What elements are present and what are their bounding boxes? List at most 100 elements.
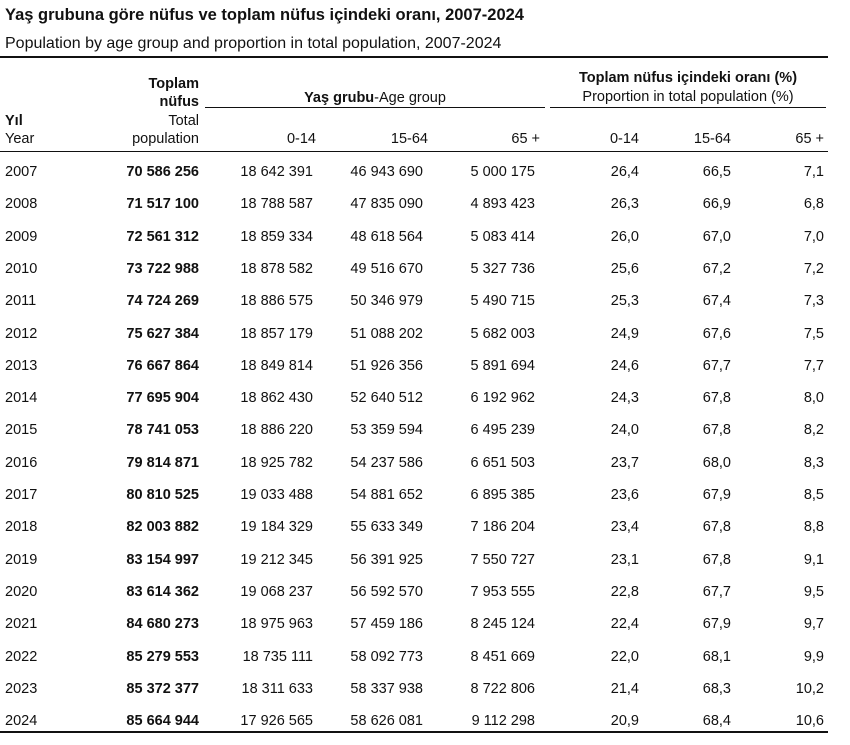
cell-age-0-14: 19 033 488 — [240, 487, 313, 503]
cell-year: 2013 — [5, 357, 38, 374]
cell-age-0-14: 17 926 565 — [240, 713, 313, 730]
cell-age-0-14: 18 642 391 — [240, 164, 313, 180]
cell-prop-15-64: 66,9 — [702, 196, 731, 213]
cell-age-15-64: 50 346 979 — [350, 293, 423, 310]
table-row: 2018 82 003 882 19 184 329 55 633 349 7 186 … — [0, 519, 850, 551]
cell-prop-65: 9,1 — [803, 551, 824, 568]
cell-prop-65: 8,3 — [803, 454, 824, 471]
cell-prop-15-64: 67,7 — [702, 357, 731, 374]
cell-prop-65: 7,7 — [803, 357, 824, 374]
cell-prop-65: 6,8 — [803, 196, 824, 213]
table-row: 2016 79 814 871 18 925 782 54 237 586 6 651 … — [0, 455, 850, 487]
cell-age-65: 8 722 806 — [470, 680, 535, 697]
cell-year: 2007 — [5, 164, 38, 180]
cell-age-65: 6 192 962 — [470, 390, 535, 407]
cell-age-0-14: 18 857 179 — [240, 325, 313, 342]
cell-age-0-14: 18 849 814 — [240, 357, 313, 374]
cell-total: 85 372 377 — [126, 680, 199, 697]
header-age-group: Yaş grubu-Age group — [205, 90, 545, 106]
table-row: 2013 76 667 864 18 849 814 51 926 356 5 891 … — [0, 358, 850, 390]
cell-prop-0-14: 26,4 — [610, 164, 639, 180]
table-row: 2019 83 154 997 19 212 345 56 391 925 7 550 … — [0, 552, 850, 584]
cell-prop-15-64: 66,5 — [702, 164, 731, 180]
table-title: Yaş grubuna göre nüfus ve toplam nüfus i… — [5, 6, 524, 24]
cell-age-15-64: 53 359 594 — [350, 422, 423, 439]
cell-age-0-14: 18 878 582 — [240, 260, 313, 277]
cell-prop-65: 8,0 — [803, 390, 824, 407]
cell-prop-15-64: 67,9 — [702, 616, 731, 633]
cell-total: 83 614 362 — [126, 583, 199, 600]
cell-total: 71 517 100 — [126, 196, 199, 213]
header-age-group-tr: Yaş grubu — [304, 90, 375, 106]
cell-prop-15-64: 67,2 — [702, 260, 731, 277]
cell-age-15-64: 57 459 186 — [350, 616, 423, 633]
cell-total: 76 667 864 — [126, 357, 199, 374]
cell-total: 83 154 997 — [126, 551, 199, 568]
cell-age-0-14: 18 886 575 — [240, 293, 313, 310]
cell-prop-65: 7,2 — [803, 260, 824, 277]
cell-age-0-14: 19 212 345 — [240, 551, 313, 568]
cell-year: 2022 — [5, 648, 38, 665]
cell-age-0-14: 18 925 782 — [240, 454, 313, 471]
cell-prop-15-64: 67,9 — [702, 487, 731, 503]
cell-age-15-64: 54 881 652 — [350, 487, 423, 503]
cell-prop-15-64: 67,6 — [702, 325, 731, 342]
cell-prop-15-64: 67,0 — [702, 228, 731, 245]
header-col-p-0-14: 0-14 — [609, 131, 639, 147]
cell-year: 2012 — [5, 325, 38, 342]
cell-year: 2018 — [5, 519, 38, 536]
cell-year: 2016 — [5, 454, 38, 471]
table-row: 2022 85 279 553 18 735 111 58 092 773 8 451 … — [0, 649, 850, 681]
cell-age-65: 7 953 555 — [470, 583, 535, 600]
header-col-p-65: 65 + — [795, 131, 824, 147]
cell-prop-0-14: 25,6 — [610, 260, 639, 277]
cell-prop-65: 9,7 — [803, 616, 824, 633]
cell-prop-0-14: 23,6 — [610, 487, 639, 503]
cell-age-15-64: 58 337 938 — [350, 680, 423, 697]
cell-total: 85 279 553 — [126, 648, 199, 665]
cell-prop-65: 9,5 — [803, 583, 824, 600]
cell-age-65: 7 186 204 — [470, 519, 535, 536]
cell-age-0-14: 18 862 430 — [240, 390, 313, 407]
cell-age-15-64: 55 633 349 — [350, 519, 423, 536]
cell-year: 2010 — [5, 260, 38, 277]
cell-prop-15-64: 67,8 — [702, 519, 731, 536]
cell-age-15-64: 49 516 670 — [350, 260, 423, 277]
cell-prop-65: 7,0 — [803, 228, 824, 245]
cell-prop-0-14: 23,1 — [610, 551, 639, 568]
cell-prop-0-14: 20,9 — [610, 713, 639, 730]
header-total-tr-1: Toplam — [148, 76, 199, 92]
cell-year: 2017 — [5, 487, 38, 503]
cell-age-65: 5 000 175 — [470, 164, 535, 180]
cell-prop-0-14: 24,9 — [610, 325, 639, 342]
cell-age-15-64: 47 835 090 — [350, 196, 423, 213]
cell-year: 2023 — [5, 680, 38, 697]
cell-total: 77 695 904 — [126, 390, 199, 407]
cell-age-65: 6 895 385 — [470, 487, 535, 503]
cell-total: 75 627 384 — [126, 325, 199, 342]
cell-age-15-64: 58 626 081 — [350, 713, 423, 730]
cell-age-15-64: 56 391 925 — [350, 551, 423, 568]
cell-prop-15-64: 68,3 — [702, 680, 731, 697]
header-col-p-15-64: 15-64 — [693, 131, 731, 147]
header-total-tr-2: nüfus — [159, 94, 199, 110]
cell-prop-65: 7,1 — [803, 164, 824, 180]
age-group-rule — [205, 107, 545, 108]
cell-total: 70 586 256 — [126, 164, 199, 180]
cell-prop-0-14: 24,6 — [610, 357, 639, 374]
cell-total: 72 561 312 — [126, 228, 199, 245]
table-row: 2024 85 664 944 17 926 565 58 626 081 9 112 … — [0, 713, 850, 745]
table-subtitle: Population by age group and proportion i… — [5, 35, 502, 52]
cell-prop-65: 10,2 — [795, 680, 824, 697]
cell-total: 82 003 882 — [126, 519, 199, 536]
cell-prop-65: 7,3 — [803, 293, 824, 310]
cell-year: 2015 — [5, 422, 38, 439]
cell-age-15-64: 51 926 356 — [350, 357, 423, 374]
cell-total: 85 664 944 — [126, 713, 199, 730]
cell-age-0-14: 19 184 329 — [240, 519, 313, 536]
cell-age-65: 9 112 298 — [471, 713, 535, 730]
table-row: 2007 70 586 256 18 642 391 46 943 690 5 000 … — [0, 164, 850, 196]
cell-prop-0-14: 24,0 — [610, 422, 639, 439]
cell-prop-15-64: 67,4 — [702, 293, 731, 310]
cell-age-65: 7 550 727 — [470, 551, 535, 568]
